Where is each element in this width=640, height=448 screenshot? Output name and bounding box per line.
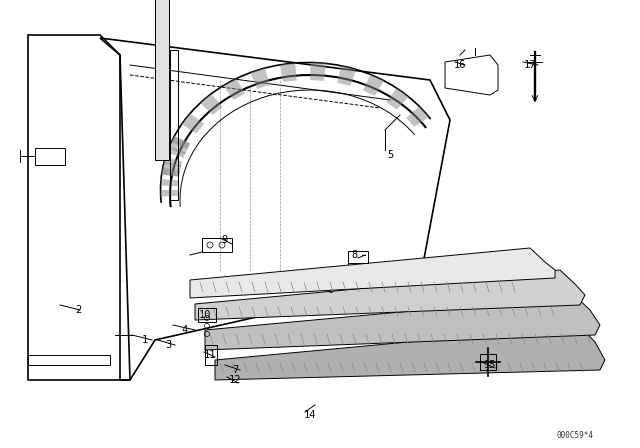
Text: 7: 7 [232,365,238,375]
Text: 15: 15 [484,360,496,370]
Polygon shape [195,270,585,320]
Text: 6: 6 [327,285,333,295]
Polygon shape [164,157,182,167]
Text: 14: 14 [304,410,316,420]
Text: 1: 1 [142,335,148,345]
Text: 4: 4 [182,325,188,335]
Bar [155,0,169,160]
Text: 9: 9 [222,235,228,245]
Text: 13: 13 [504,250,516,260]
Text: 12: 12 [228,375,241,385]
Polygon shape [215,326,605,380]
Text: 8: 8 [352,250,358,260]
Polygon shape [161,168,180,177]
Text: 17: 17 [524,60,536,70]
Text: 3: 3 [165,340,171,350]
Text: 5: 5 [387,150,393,160]
Polygon shape [406,106,429,127]
Text: 000C59*4: 000C59*4 [557,431,593,439]
Polygon shape [223,78,245,100]
Polygon shape [161,190,178,197]
Polygon shape [205,296,600,350]
Polygon shape [182,113,204,134]
Polygon shape [168,136,190,154]
Polygon shape [172,136,190,149]
Polygon shape [161,161,181,177]
Polygon shape [337,66,356,86]
Bar [480,354,496,370]
Polygon shape [200,94,223,115]
Polygon shape [161,179,179,186]
Polygon shape [250,68,270,89]
Text: 2: 2 [75,305,81,315]
Polygon shape [190,248,555,298]
Text: 10: 10 [199,310,211,320]
Polygon shape [363,74,384,96]
Bar [348,251,368,263]
Polygon shape [310,63,326,81]
Polygon shape [386,88,408,110]
Bar [170,50,178,200]
Text: 16: 16 [454,60,467,70]
Polygon shape [280,63,297,82]
Text: 11: 11 [204,350,216,360]
Polygon shape [167,146,186,158]
